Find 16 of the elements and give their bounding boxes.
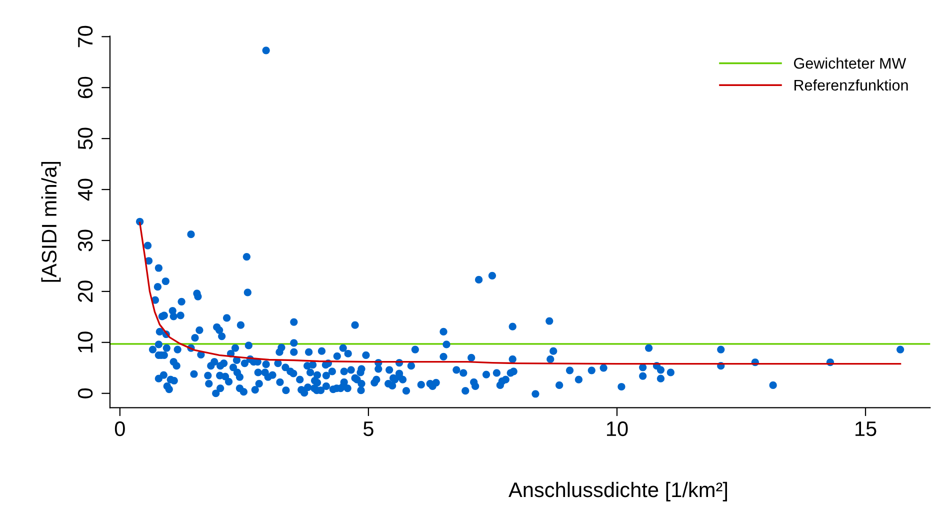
y-tick-label: 60	[78, 76, 93, 98]
legend-label: Gewichteter MW	[794, 58, 906, 69]
x-tick-label: 10	[606, 421, 628, 436]
x-tick-label: 15	[856, 422, 876, 436]
x-axis-title: Anschlussdichte [1/km²]	[508, 482, 727, 502]
y-tick-label: 40	[78, 178, 93, 201]
y-tick-label: 30	[78, 230, 93, 252]
y-tick-label: 70	[78, 26, 93, 48]
y-tick-label: 50	[78, 128, 93, 150]
y-axis-title: [ASIDI min/a]	[41, 162, 61, 282]
y-tick-label: 10	[78, 332, 93, 352]
x-tick-label: 0	[114, 421, 125, 436]
x-tick-label: 5	[363, 422, 374, 436]
legend-label: Referenzfunktion	[794, 79, 908, 91]
y-tick-label: 0	[78, 388, 93, 398]
y-tick-label: 20	[78, 280, 93, 302]
